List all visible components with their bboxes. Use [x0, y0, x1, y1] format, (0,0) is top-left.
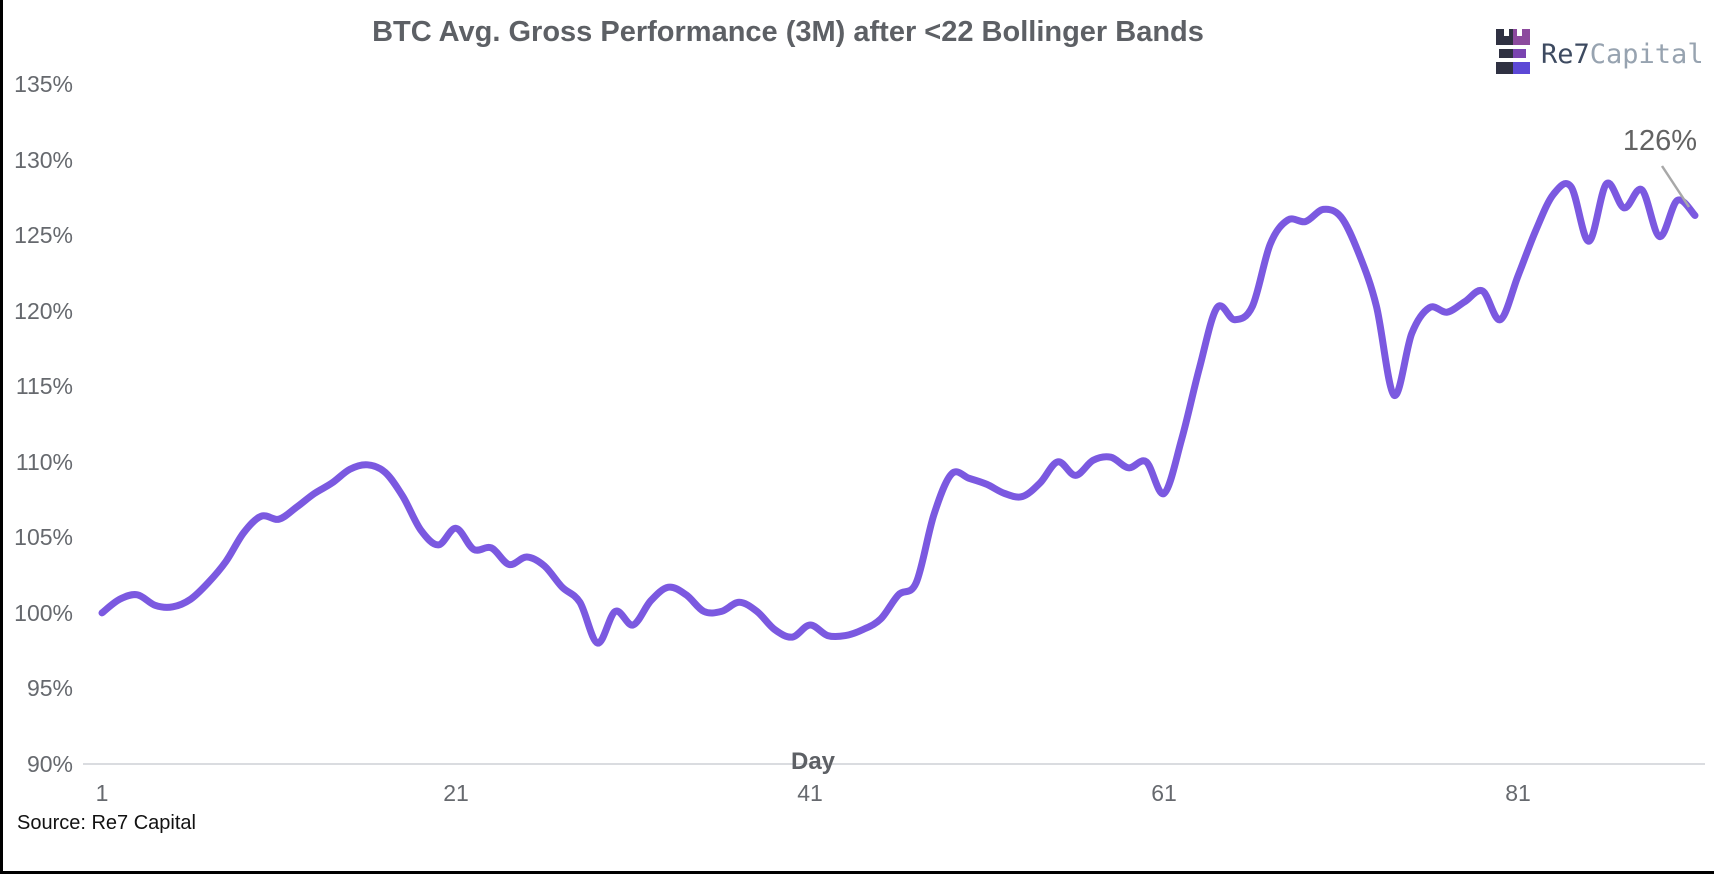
logo-wordmark: Re7Capital [1541, 39, 1704, 70]
x-axis-tick-label: 21 [443, 780, 469, 806]
y-axis-tick-label: 120% [14, 297, 73, 324]
x-axis-tick-label: 41 [797, 780, 823, 806]
logo-text-capital: Capital [1589, 39, 1704, 70]
y-axis-tick-label: 110% [15, 448, 73, 475]
source-note: Source: Re7 Capital [17, 812, 196, 834]
y-axis-tick-label: 105% [14, 524, 73, 551]
x-axis-tick-label: 1 [95, 780, 109, 806]
re7-capital-logo: Re7Capital [1496, 29, 1704, 80]
chart-title: BTC Avg. Gross Performance (3M) after <2… [372, 16, 1204, 48]
btc-performance-line [98, 179, 1699, 647]
logo-text-re7: Re7 [1541, 39, 1590, 70]
last-value-annotation: 126% [1622, 125, 1698, 157]
y-axis-tick-label: 95% [26, 675, 73, 702]
x-axis-tick-label: 81 [1505, 780, 1531, 806]
annotation-leader-line [1660, 165, 1691, 208]
y-axis-tick-label: 130% [14, 146, 73, 173]
x-axis-title: Day [790, 748, 836, 775]
performance-line-chart [83, 165, 1705, 765]
x-axis-tick-label: 61 [1151, 780, 1177, 806]
y-axis-tick-label: 100% [14, 599, 73, 626]
y-axis-tick-label: 135% [14, 71, 73, 97]
y-axis-tick-label: 90% [26, 751, 73, 777]
y-axis-tick-label: 125% [14, 222, 73, 249]
castle-blocks-icon [1496, 29, 1530, 80]
y-axis-tick-label: 115% [15, 373, 73, 400]
